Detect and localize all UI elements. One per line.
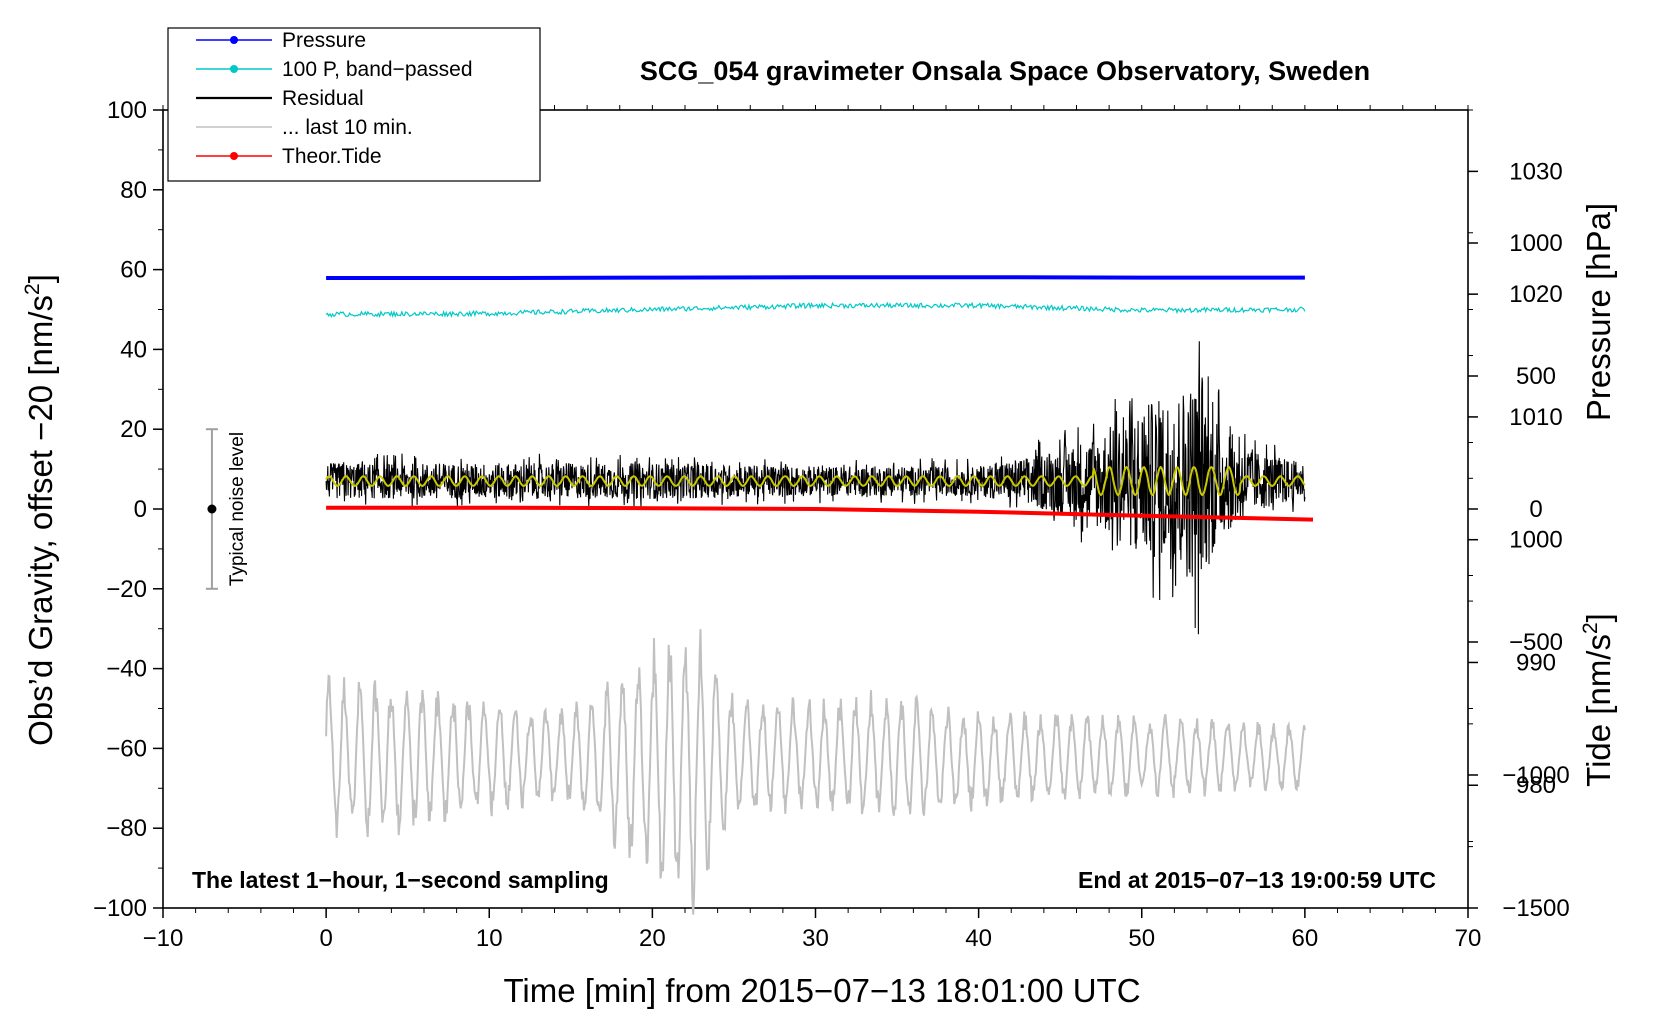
y-axis-title-pressure: Pressure [hPa]: [1580, 203, 1617, 421]
series-residual-line: [325, 341, 1306, 635]
end-time-note: End at 2015−07−13 19:00:59 UTC: [1078, 867, 1436, 893]
y-left-tick-label: 0: [134, 496, 147, 523]
noise-bar-center-dot: [207, 504, 217, 514]
legend-label: Pressure: [282, 29, 366, 52]
y-left-tick-label: −80: [106, 815, 147, 842]
y-left-tick-label: 20: [120, 416, 147, 443]
series-last-10-min-line: [325, 629, 1306, 915]
y-left-tick-label: 80: [120, 177, 147, 204]
legend-swatch-marker: [230, 65, 238, 73]
tide-tick-label: 500: [1516, 363, 1556, 390]
legend-label: 100 P, band−passed: [282, 58, 473, 81]
y-left-tick-label: −100: [93, 895, 147, 922]
x-tick-label: 30: [802, 925, 829, 952]
pressure-tick-label: 1020: [1509, 281, 1562, 308]
x-tick-label: 10: [476, 925, 503, 952]
y-left-tick-label: −20: [106, 576, 147, 603]
legend: Pressure 100 P, band−passed Residual ... la…: [167, 27, 541, 182]
series-pressure-line: [326, 275, 1305, 280]
pressure-tick-label: 1010: [1509, 404, 1562, 431]
y-left-tick-label: 40: [120, 336, 147, 363]
pressure-tick-label: 1000: [1509, 527, 1562, 554]
pressure-tick-label: 990: [1516, 649, 1556, 676]
y-left-tick-label: −60: [106, 735, 147, 762]
legend-label: Theor.Tide: [282, 145, 382, 168]
series-residual-smoothed-line: [325, 465, 1306, 497]
x-tick-label: −10: [143, 925, 184, 952]
legend-label: ... last 10 min.: [282, 116, 413, 139]
axes-layer: −10 0 10 20 30 40 50 60 70100806040200−20−40−60−…: [93, 97, 1570, 952]
x-tick-label: 70: [1455, 925, 1482, 952]
pressure-tick-label: 1030: [1509, 158, 1562, 185]
legend-label: Residual: [282, 87, 364, 110]
x-axis-title: Time [min] from 2015−07−13 18:01:00 UTC: [503, 972, 1140, 1009]
tide-tick-label: 1000: [1509, 230, 1562, 257]
x-tick-label: 20: [639, 925, 666, 952]
y-axis-title-tide: Tide [nm/s2]: [1579, 613, 1617, 787]
y-left-tick-label: 100: [107, 97, 147, 124]
y-left-tick-label: 60: [120, 257, 147, 284]
legend-swatch-marker: [230, 152, 238, 160]
x-tick-label: 40: [965, 925, 992, 952]
legend-swatch-marker: [230, 36, 238, 44]
tide-tick-label: −500: [1509, 629, 1563, 656]
x-tick-label: 0: [319, 925, 332, 952]
noise-bar-label: Typical noise level: [227, 432, 248, 586]
sampling-note: The latest 1−hour, 1−second sampling: [192, 867, 609, 893]
tide-tick-label: −1000: [1502, 762, 1569, 789]
tide-tick-label: 0: [1529, 496, 1542, 523]
y-left-tick-label: −40: [106, 656, 147, 683]
x-tick-label: 50: [1128, 925, 1155, 952]
chart-title: SCG_054 gravimeter Onsala Space Observat…: [640, 56, 1370, 86]
series-tide-line: [326, 505, 1314, 522]
tide-tick-label: −1500: [1502, 895, 1569, 922]
x-tick-label: 60: [1292, 925, 1319, 952]
y-axis-title-left: Obs’d Gravity, offset −20 [nm/s2]: [21, 274, 59, 746]
noise-bar: Typical noise level: [205, 428, 248, 590]
series-layer: [325, 275, 1314, 915]
pressure-tick-label: 980: [1516, 772, 1556, 799]
series-band-passed-line: [325, 301, 1306, 319]
